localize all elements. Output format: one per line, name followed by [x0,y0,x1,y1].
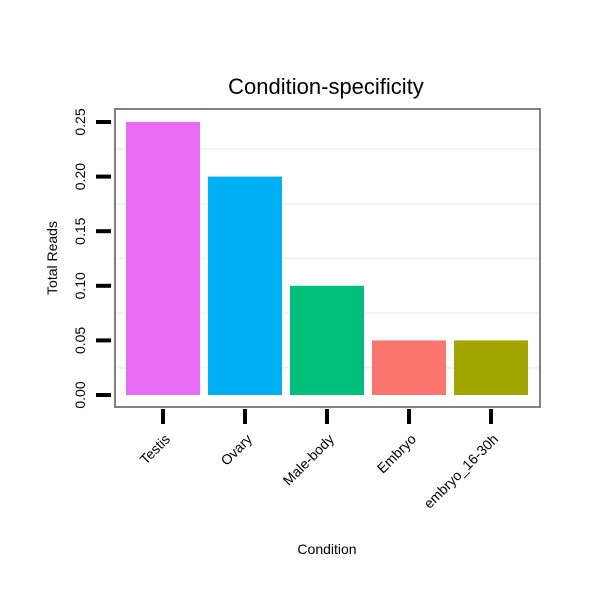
x-tick-label: Testis [136,431,173,468]
plot-panel-border [114,108,541,408]
y-axis-label: Total Reads [44,221,60,295]
x-tick-label: Embryo [374,431,420,477]
chart-title: Condition-specificity [228,74,424,99]
bars [126,122,528,395]
y-axis: 0.00 0.05 0.10 0.15 0.20 0.25 [72,108,111,409]
bar-testis [126,122,200,395]
x-tick-label: Male-body [280,431,338,489]
x-tick-label: Ovary [217,431,255,469]
bar-ovary [208,176,282,395]
y-tick-label: 0.05 [72,327,88,354]
y-tick-label: 0.00 [72,381,88,408]
y-tick-label: 0.15 [72,217,88,244]
bar-embryo-16-30h [454,340,528,395]
bar-male-body [290,285,364,395]
x-tick-label: embryo_16-30h [420,431,501,512]
y-tick-label: 0.20 [72,163,88,190]
x-axis: Testis Ovary Male-body Embryo embryo_16-30h [136,409,501,511]
y-tick-label: 0.25 [72,108,88,135]
y-tick-label: 0.10 [72,272,88,299]
bar-embryo [372,340,446,395]
x-axis-label: Condition [297,541,356,557]
